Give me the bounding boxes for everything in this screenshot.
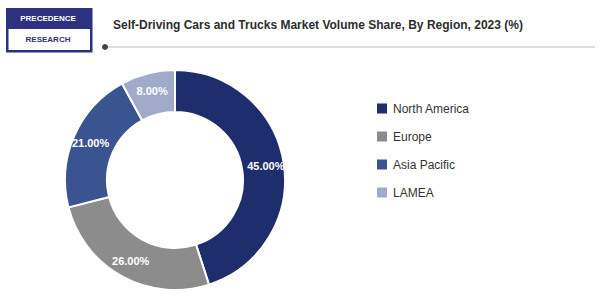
svg-text:North America: North America [393, 102, 469, 116]
svg-text:Europe: Europe [393, 130, 432, 144]
svg-text:21.00%: 21.00% [72, 137, 110, 149]
svg-text:8.00%: 8.00% [137, 85, 168, 97]
svg-text:PRECEDENCE: PRECEDENCE [20, 14, 76, 23]
svg-text:Self-Driving Cars and Trucks M: Self-Driving Cars and Trucks Market Volu… [113, 18, 523, 32]
svg-text:26.00%: 26.00% [112, 255, 150, 267]
svg-text:Asia Pacific: Asia Pacific [393, 158, 455, 172]
svg-text:45.00%: 45.00% [247, 160, 285, 172]
svg-text:RESEARCH: RESEARCH [26, 35, 71, 44]
svg-text:LAMEA: LAMEA [393, 186, 434, 200]
